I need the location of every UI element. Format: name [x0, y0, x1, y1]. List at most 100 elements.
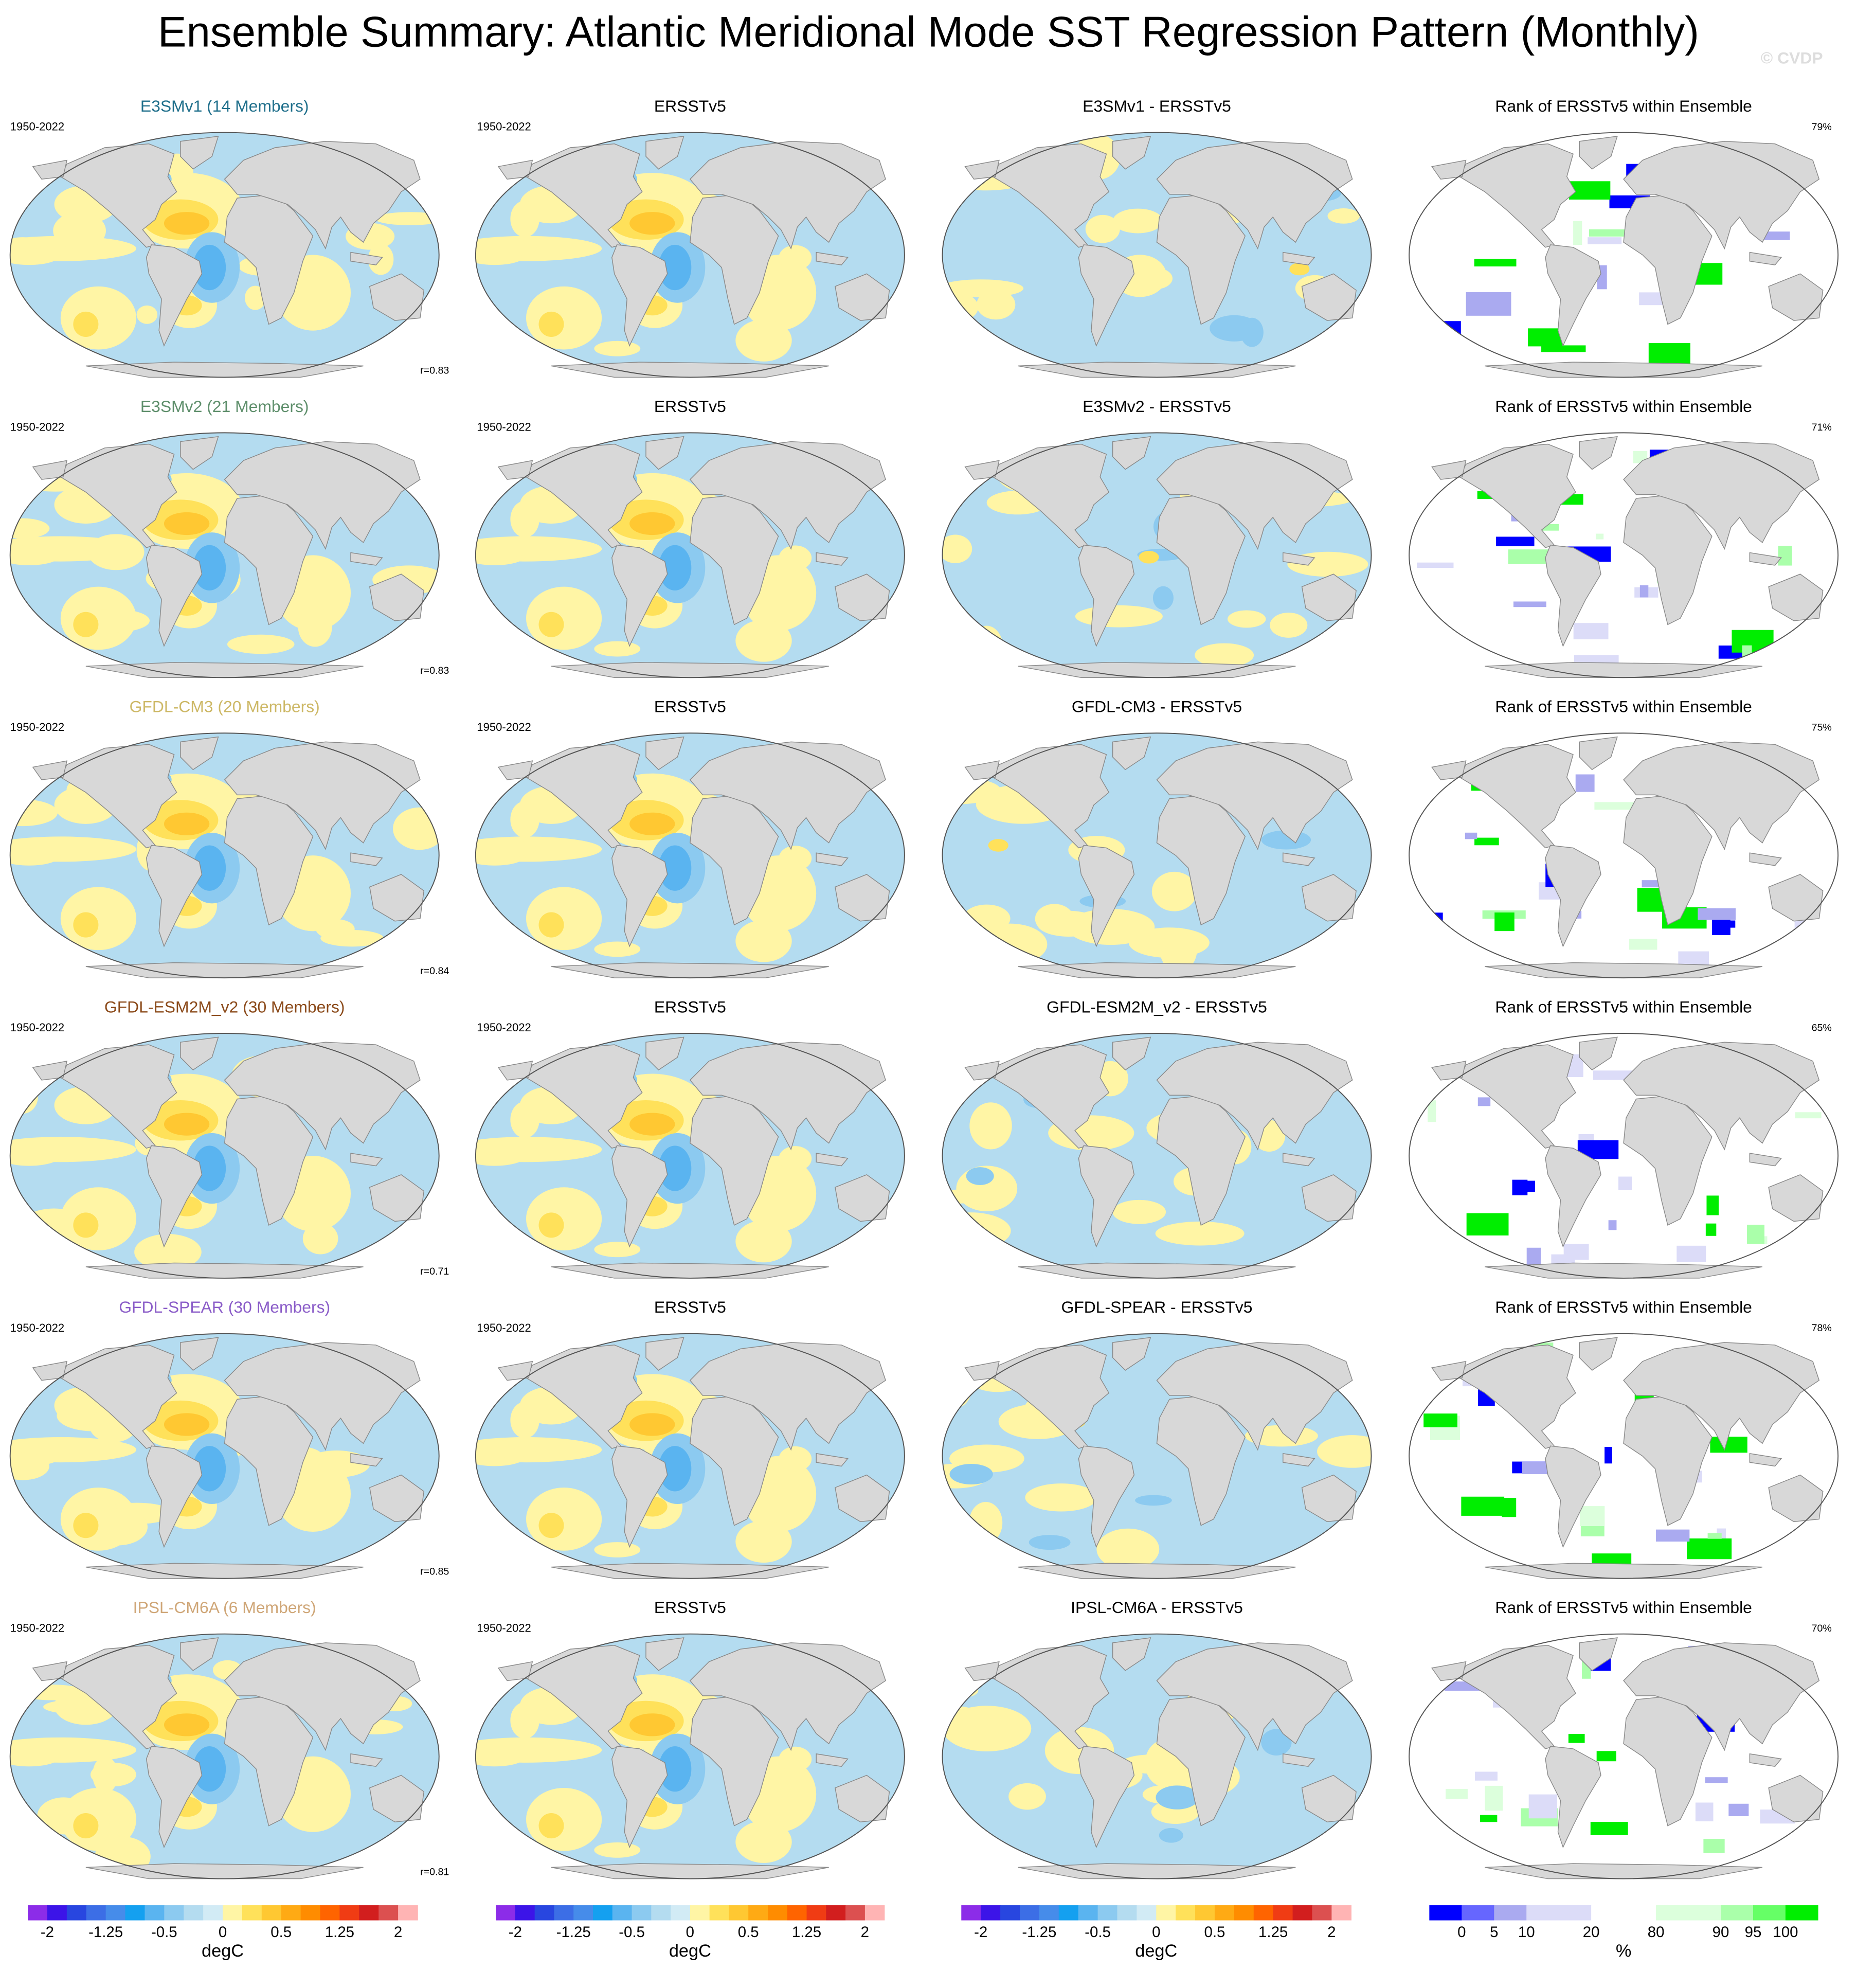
map-outline	[9, 732, 440, 979]
color-box	[826, 1905, 846, 1921]
map-outline	[1409, 432, 1839, 678]
obs-title: ERSSTv5	[654, 1298, 726, 1316]
color-box	[339, 1905, 360, 1921]
map-outline	[475, 132, 905, 378]
rank-percent: 79%	[1812, 121, 1832, 133]
map-panel	[1409, 1033, 1839, 1278]
obs-title: ERSSTv5	[654, 697, 726, 716]
color-box	[1331, 1905, 1352, 1921]
color-box	[164, 1905, 184, 1921]
colorbar-tick-label: -2	[974, 1924, 987, 1941]
pattern-correlation: r=0.83	[420, 365, 449, 376]
obs-title: ERSSTv5	[654, 397, 726, 416]
period-label: 1950-2022	[10, 420, 65, 433]
color-box	[767, 1905, 788, 1921]
color-box	[748, 1905, 768, 1921]
color-box	[300, 1905, 321, 1921]
pattern-correlation: r=0.81	[420, 1866, 449, 1877]
diff-title: IPSL-CM6A - ERSSTv5	[1071, 1598, 1243, 1617]
rank-percent: 78%	[1812, 1322, 1832, 1334]
color-box	[203, 1905, 223, 1921]
map-panel	[475, 1333, 905, 1579]
period-label: 1950-2022	[477, 721, 531, 733]
color-box	[1785, 1905, 1818, 1921]
color-box	[242, 1905, 262, 1921]
diff-title: GFDL-ESM2M_v2 - ERSSTv5	[1047, 997, 1267, 1016]
pattern-correlation: r=0.71	[420, 1266, 449, 1277]
rank-percent: 75%	[1812, 722, 1832, 733]
color-box	[612, 1905, 633, 1921]
map-panel	[475, 1633, 905, 1879]
color-box	[709, 1905, 730, 1921]
colorbar-tick-label: 20	[1583, 1924, 1600, 1941]
colorbar-tick-label: 0	[1152, 1924, 1160, 1941]
color-box	[320, 1905, 340, 1921]
model-title: E3SMv2 (21 Members)	[140, 397, 309, 416]
color-box	[1462, 1905, 1495, 1921]
color-box	[1273, 1905, 1293, 1921]
color-box	[806, 1905, 827, 1921]
color-box	[359, 1905, 379, 1921]
map-panel	[9, 732, 440, 979]
colorbar-tick-label: 100	[1773, 1924, 1798, 1941]
color-box	[105, 1905, 126, 1921]
color-box	[1019, 1905, 1040, 1921]
map-panel	[942, 432, 1372, 678]
diff-title: E3SMv1 - ERSSTv5	[1083, 97, 1231, 115]
color-box	[1721, 1905, 1754, 1921]
colorbar-tick-label: -1.25	[88, 1924, 123, 1941]
colorbar-tick-label: 0.5	[1204, 1924, 1225, 1941]
map-panel	[9, 1033, 440, 1279]
obs-title: ERSSTv5	[654, 97, 726, 115]
map-panel	[9, 132, 440, 378]
rank-percent: 70%	[1812, 1623, 1832, 1634]
map-field	[475, 755, 817, 962]
map-outline	[9, 1033, 440, 1279]
period-label: 1950-2022	[10, 120, 65, 133]
color-box	[534, 1905, 555, 1921]
period-label: 1950-2022	[477, 1321, 531, 1334]
color-box	[961, 1905, 981, 1921]
color-box	[690, 1905, 710, 1921]
map-outline	[9, 1633, 440, 1879]
color-box	[86, 1905, 106, 1921]
map-panel	[475, 132, 905, 378]
map-panel	[1409, 1333, 1839, 1579]
model-title: IPSL-CM6A (6 Members)	[133, 1598, 316, 1617]
map-panel	[475, 1033, 905, 1279]
color-box	[1253, 1905, 1274, 1921]
colorbar-tick-label: -1.25	[556, 1924, 591, 1941]
map-panel	[942, 1333, 1372, 1579]
obs-title: ERSSTv5	[654, 997, 726, 1016]
map-panel	[942, 1033, 1372, 1279]
color-box	[554, 1905, 574, 1921]
color-box	[671, 1905, 691, 1921]
map-outline	[475, 1333, 905, 1579]
pattern-correlation: r=0.85	[420, 1566, 449, 1578]
color-box	[1494, 1905, 1527, 1921]
colorbar-tick-label: 2	[1327, 1924, 1336, 1941]
map-panel	[9, 1333, 440, 1579]
map-outline	[9, 132, 440, 378]
period-label: 1950-2022	[477, 420, 531, 433]
colorbar-tick-label: -0.5	[1085, 1924, 1111, 1941]
model-title: GFDL-SPEAR (30 Members)	[119, 1298, 330, 1316]
color-box	[864, 1905, 885, 1921]
map-outline	[942, 1633, 1372, 1879]
map-panel	[942, 132, 1372, 378]
colorbar-tick-label: 5	[1490, 1924, 1498, 1941]
map-outline	[942, 1033, 1372, 1279]
map-panel	[1409, 732, 1839, 978]
color-box	[1429, 1905, 1463, 1921]
color-box	[845, 1905, 866, 1921]
color-box	[1137, 1905, 1157, 1921]
period-label: 1950-2022	[10, 1321, 65, 1334]
color-box	[1656, 1905, 1721, 1921]
colorbar-tick-label: 2	[394, 1924, 402, 1941]
map-panel	[475, 732, 905, 979]
rank-title: Rank of ERSSTv5 within Ensemble	[1495, 997, 1752, 1016]
map-outline	[942, 1333, 1372, 1579]
colorbar-tick-label: 10	[1518, 1924, 1535, 1941]
colorbar-tick-label: 80	[1648, 1924, 1665, 1941]
